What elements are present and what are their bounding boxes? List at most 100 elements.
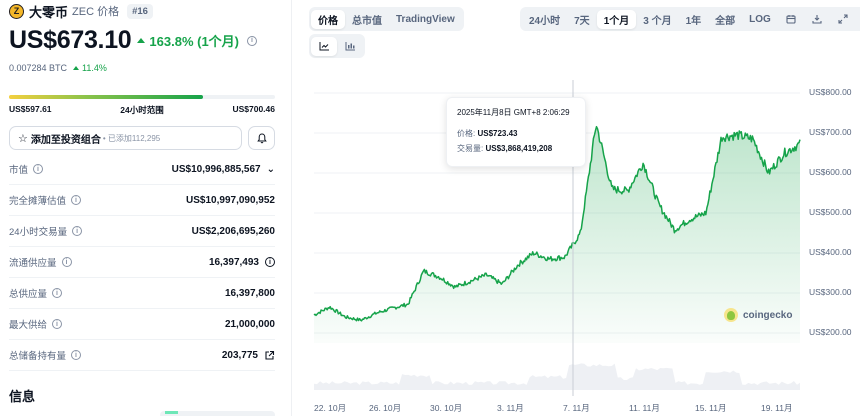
download-button[interactable] bbox=[804, 10, 830, 29]
current-price: US$673.10 bbox=[9, 26, 132, 54]
range-log[interactable]: LOG bbox=[749, 13, 771, 25]
stat-row-market-cap: 市值 i US$10,996,885,567 ⌄ bbox=[9, 154, 275, 185]
range-24h[interactable]: 24小时 bbox=[529, 15, 561, 27]
watermark-text: coingecko bbox=[743, 309, 793, 321]
expand-icon bbox=[838, 14, 848, 24]
add-to-portfolio-label: 添加至投资组合 bbox=[30, 134, 101, 146]
info-icon[interactable]: i bbox=[71, 195, 82, 205]
tooltip-volume-label: 交易量: bbox=[457, 144, 484, 153]
x-axis-label: 30. 10月 bbox=[430, 403, 463, 413]
bell-icon bbox=[256, 132, 267, 143]
x-axis-label: 11. 11月 bbox=[629, 403, 660, 413]
y-axis-label: US$700.00 bbox=[809, 127, 852, 137]
price-change-value: 163.8% (1个月) bbox=[149, 34, 239, 49]
stat-label: 完全摊薄估值 bbox=[9, 196, 67, 207]
stat-label: 最大供给 bbox=[9, 320, 48, 331]
stat-row-volume-24h: 24小时交易量 i US$2,206,695,260 bbox=[9, 216, 275, 247]
info-icon[interactable]: i bbox=[61, 257, 72, 267]
stat-row-total-supply: 总供应量 i 16,397,800 bbox=[9, 278, 275, 309]
x-axis-label: 15. 11月 bbox=[695, 403, 727, 413]
y-axis-label: US$500.00 bbox=[809, 207, 852, 217]
x-axis-label: 19. 11月 bbox=[761, 403, 793, 413]
candlestick-chart-button[interactable] bbox=[337, 37, 363, 56]
stat-value: US$10,996,885,567 bbox=[171, 163, 261, 175]
coin-overview-panel: Z 大零币 ZEC 价格 #16 US$673.10 163.8% (1个月) … bbox=[0, 0, 290, 416]
x-axis-label: 7. 11月 bbox=[563, 403, 590, 413]
price-row: US$673.10 163.8% (1个月) i bbox=[9, 26, 257, 55]
btc-price: 0.007284 BTC bbox=[9, 63, 68, 73]
y-axis-label: US$600.00 bbox=[809, 167, 852, 177]
stat-label: 流通供应量 bbox=[9, 258, 57, 269]
tooltip-date: 2025年11月8日 GMT+8 2:06:29 bbox=[457, 108, 570, 117]
coin-name: 大零币 bbox=[29, 4, 69, 20]
info-icon[interactable]: i bbox=[265, 257, 275, 267]
stat-row-treasury-holdings: 总储备持有量 i 203,775 bbox=[9, 340, 275, 371]
stat-value: US$2,206,695,260 bbox=[191, 225, 275, 237]
chart-panel: 价格 总市值 TradingView 24小时 7天 1个月 3 个月 1年 全… bbox=[292, 0, 860, 416]
price-chart[interactable]: US$200.00 US$300.00 US$400.00 US$500.00 US$6… bbox=[292, 80, 860, 416]
range-1m[interactable]: 1个月 bbox=[596, 9, 637, 29]
info-icon[interactable]: i bbox=[247, 35, 257, 46]
price-alert-button[interactable] bbox=[248, 126, 275, 150]
coingecko-logo-icon bbox=[724, 308, 738, 322]
btc-price-row: 0.007284 BTC 11.4% bbox=[9, 63, 107, 73]
info-icon[interactable]: i bbox=[72, 226, 83, 236]
range-all[interactable]: 全部 bbox=[715, 15, 736, 27]
stat-label: 总供应量 bbox=[9, 289, 48, 300]
calendar-button[interactable] bbox=[778, 10, 804, 29]
stat-value: 16,397,800 bbox=[224, 287, 275, 299]
time-range-tabs: 24小时 7天 1个月 3 个月 1年 全部 LOG bbox=[520, 7, 860, 31]
range-24h-fill bbox=[9, 95, 204, 99]
info-icon[interactable]: i bbox=[33, 164, 44, 174]
stat-label: 总储备持有量 bbox=[9, 351, 67, 362]
stat-value: 21,000,000 bbox=[224, 318, 275, 330]
external-link-icon[interactable] bbox=[264, 350, 275, 361]
stat-label: 24小时交易量 bbox=[9, 227, 68, 238]
fullscreen-button[interactable] bbox=[830, 10, 856, 29]
coingecko-watermark: coingecko bbox=[724, 308, 792, 322]
range-high: US$700.46 bbox=[232, 104, 275, 114]
tab-market-cap[interactable]: 总市值 bbox=[352, 15, 382, 27]
y-axis-label: US$200.00 bbox=[809, 327, 852, 337]
tooltip-volume-value: US$3,868,419,208 bbox=[485, 144, 553, 153]
info-icon[interactable]: i bbox=[71, 350, 82, 360]
line-chart-button[interactable] bbox=[311, 36, 337, 56]
up-triangle-icon bbox=[137, 38, 146, 43]
stat-value: 203,775 bbox=[221, 349, 258, 361]
info-section-title: 信息 bbox=[9, 389, 36, 404]
info-icon[interactable]: i bbox=[52, 319, 63, 329]
y-axis-label: US$800.00 bbox=[809, 87, 852, 97]
chart-type-toggle bbox=[309, 34, 365, 58]
range-24h-bar bbox=[9, 95, 275, 99]
range-24h-labels: US$597.61 24小时范围 US$700.46 bbox=[9, 104, 275, 116]
chevron-down-icon[interactable]: ⌄ bbox=[266, 163, 275, 175]
coin-header: Z 大零币 ZEC 价格 #16 bbox=[9, 3, 153, 20]
range-3m[interactable]: 3 个月 bbox=[643, 15, 672, 27]
tab-price[interactable]: 价格 bbox=[311, 9, 345, 29]
price-change: 163.8% (1个月) bbox=[137, 31, 239, 50]
x-axis-label: 26. 10月 bbox=[369, 403, 402, 413]
range-1y[interactable]: 1年 bbox=[685, 15, 702, 27]
chart-metric-tabs: 价格 总市值 TradingView bbox=[309, 7, 464, 31]
info-icon[interactable]: i bbox=[52, 288, 63, 298]
price-chart-canvas[interactable] bbox=[292, 80, 860, 416]
add-to-portfolio-button[interactable]: ☆ 添加至投资组合 • 已添加112,295 bbox=[9, 126, 242, 150]
btc-change-value: 11.4% bbox=[82, 63, 107, 73]
download-icon bbox=[812, 15, 822, 24]
candlestick-chart-icon bbox=[345, 42, 355, 51]
y-axis-label: US$300.00 bbox=[809, 287, 852, 297]
rank-badge: #16 bbox=[127, 3, 153, 19]
panel-divider bbox=[291, 0, 292, 416]
tooltip-price-value: US$723.43 bbox=[477, 129, 518, 138]
x-axis-label: 22. 10月 bbox=[314, 403, 347, 413]
up-triangle-icon bbox=[73, 66, 80, 70]
zcash-logo-icon: Z bbox=[9, 3, 24, 19]
tooltip-price-label: 价格: bbox=[457, 129, 476, 138]
range-7d[interactable]: 7天 bbox=[574, 15, 590, 27]
stat-value: US$10,997,090,952 bbox=[186, 194, 275, 206]
tab-tradingview[interactable]: TradingView bbox=[396, 13, 455, 25]
x-axis-label: 3. 11月 bbox=[497, 403, 524, 413]
btc-change: 11.4% bbox=[73, 63, 107, 73]
chart-tooltip: 2025年11月8日 GMT+8 2:06:29 价格: US$723.43 交… bbox=[446, 97, 586, 167]
coin-symbol-label: ZEC 价格 bbox=[72, 6, 120, 18]
